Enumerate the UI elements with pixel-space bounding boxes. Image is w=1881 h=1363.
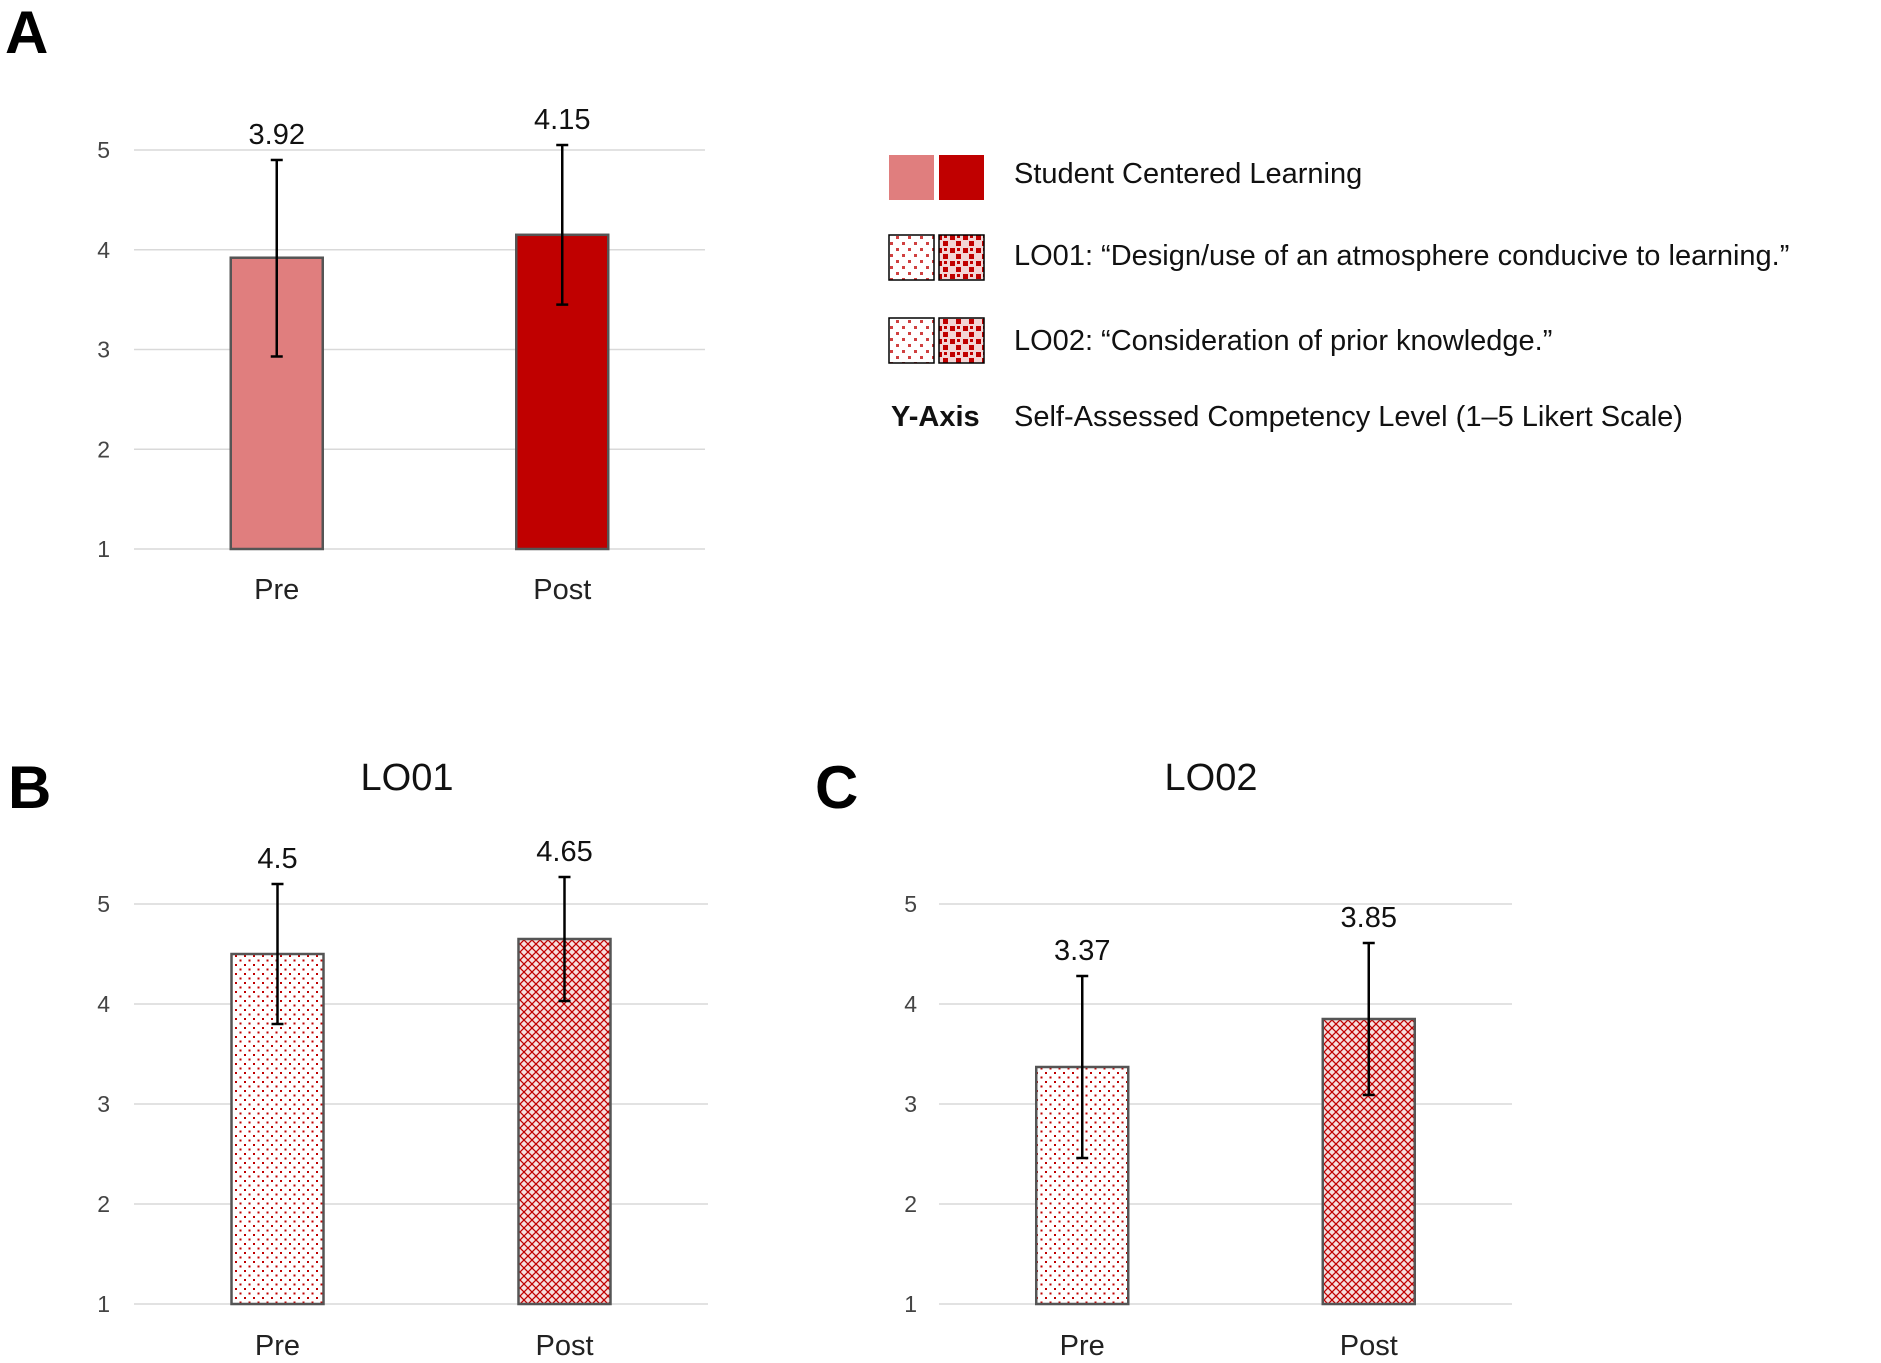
- chart-c-y-tick-label: 4: [904, 991, 917, 1017]
- chart-b-y-tick-label: 1: [97, 1291, 110, 1317]
- panel-letter-c: C: [815, 754, 858, 821]
- chart-b-y-tick-label: 5: [97, 891, 110, 917]
- chart-b-data-label-post: 4.65: [536, 836, 592, 868]
- chart-c-y-tick-label: 5: [904, 891, 917, 917]
- chart-b-title: LO01: [361, 757, 454, 799]
- chart-b-y-tick-label: 2: [97, 1191, 110, 1217]
- chart-c-y-tick-label: 3: [904, 1091, 917, 1117]
- chart-c-title: LO02: [1165, 757, 1258, 799]
- legend-label-lo01: LO01: “Design/use of an atmosphere condu…: [1014, 240, 1789, 272]
- chart-c-category-label-pre: Pre: [1060, 1330, 1105, 1362]
- chart-c-y-tick-label: 1: [904, 1291, 917, 1317]
- chart-a-category-label-post: Post: [533, 574, 591, 606]
- chart-a-data-label-pre: 3.92: [249, 119, 305, 151]
- legend-swatch-lo02-post: [938, 317, 985, 364]
- panel-letter-b: B: [8, 754, 51, 821]
- chart-a-category-label-pre: Pre: [254, 574, 299, 606]
- legend-label-lo02: LO02: “Consideration of prior knowledge.…: [1014, 325, 1552, 357]
- chart-a-y-tick-label: 1: [97, 536, 110, 562]
- chart-a-y-tick-label: 2: [97, 436, 110, 462]
- legend-swatch-lo01-pre: [888, 234, 935, 281]
- legend-swatch-post-solid: [939, 155, 984, 200]
- chart-c-data-label-post: 3.85: [1341, 902, 1397, 934]
- legend-yaxis-desc: Self-Assessed Competency Level (1–5 Like…: [1014, 401, 1683, 433]
- legend-label-scl: Student Centered Learning: [1014, 158, 1362, 190]
- chart-a-data-label-post: 4.15: [534, 104, 590, 136]
- legend-swatch-pre-solid: [889, 155, 934, 200]
- chart-b-bar-pre: [230, 952, 325, 1306]
- chart-b-data-label-pre: 4.5: [257, 843, 297, 875]
- chart-c-data-label-pre: 3.37: [1054, 935, 1110, 967]
- chart-a-y-tick-label: 4: [97, 237, 110, 263]
- chart-b-y-tick-label: 4: [97, 991, 110, 1017]
- legend: Student Centered Learning LO01: “Design/…: [888, 155, 1789, 433]
- chart-a-y-tick-label: 3: [97, 337, 110, 363]
- chart-a-y-tick-label: 5: [97, 137, 110, 163]
- chart-b-category-label-pre: Pre: [255, 1330, 300, 1362]
- chart-c: 1 2 3 4 5 3.37 Pre 3.85 Post: [904, 891, 1512, 1362]
- chart-b: 1 2 3 4 5 4.5 Pre 4.65 Post: [97, 836, 708, 1362]
- chart-b-category-label-post: Post: [535, 1330, 593, 1362]
- panel-letter-a: A: [5, 0, 48, 66]
- chart-b-y-tick-label: 3: [97, 1091, 110, 1117]
- legend-yaxis-key: Y-Axis: [891, 401, 980, 433]
- chart-a: 1 2 3 4 5 3.92 Pre 4.15 Post: [97, 104, 705, 606]
- chart-c-category-label-post: Post: [1340, 1330, 1398, 1362]
- legend-swatch-lo01-post: [938, 234, 985, 281]
- chart-c-y-tick-label: 2: [904, 1191, 917, 1217]
- legend-swatch-lo02-pre: [888, 317, 935, 364]
